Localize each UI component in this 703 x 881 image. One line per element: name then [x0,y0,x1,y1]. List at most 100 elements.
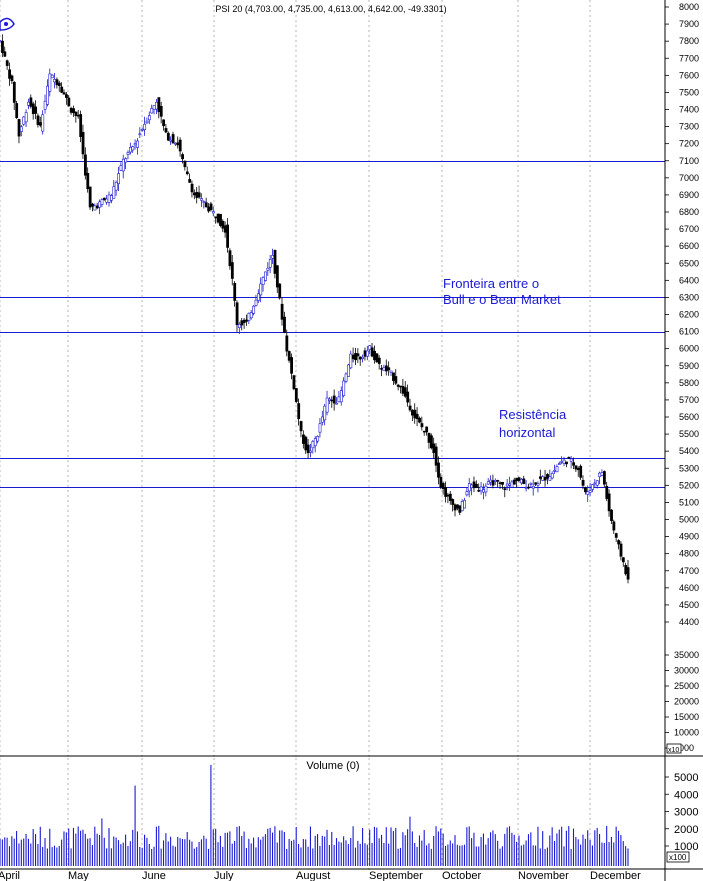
candle-body [133,143,137,146]
candle-body [593,482,597,485]
chart-title: PSI 20 (4,703.00, 4,735.00, 4,613.00, 4,… [215,4,446,14]
candle-body [453,504,457,511]
month-label: June [142,870,166,881]
candle-body [413,409,417,419]
candle-body [560,461,564,463]
candle-body [136,140,139,148]
candle-body [55,79,59,86]
price-tick-label: 7700 [679,53,699,63]
candle-body [510,481,514,488]
candle-body [425,426,429,433]
candle-body [188,179,192,183]
month-label: September [369,870,423,881]
candle-body [3,51,7,57]
candle-body [605,485,609,499]
candle-body [287,351,291,361]
candle-body [36,115,40,126]
candle-body [446,494,450,497]
volume-unit-box: x100 [666,851,690,863]
candle-body [240,320,244,326]
candle-body [193,192,196,196]
month-label: July [214,870,234,881]
candle-body [607,493,611,512]
candle-body [349,353,353,369]
candle-body [285,335,289,352]
candle-body [392,372,395,381]
annotation-bull-bear-line-1: Fronteira entre o [443,276,539,291]
candle-body [202,201,206,203]
sub-tick-label: 35000 [674,650,699,660]
price-tick-label: 6000 [679,344,699,354]
candle-body [612,521,616,531]
candle-body [178,139,182,152]
month-label: October [442,870,481,881]
candle-body [517,477,521,481]
candle-body [320,416,324,423]
candle-body [610,509,613,521]
candle-body [86,173,90,190]
candle-body [588,490,592,493]
candle-body [294,388,298,402]
candle-body [531,485,535,489]
candle-body [529,482,533,485]
candle-body [223,225,227,233]
candle-body [373,350,376,361]
candle-body [15,103,19,119]
candle-body [171,134,175,144]
candle-body [259,283,263,296]
candle-body [318,423,322,433]
candle-body [216,213,220,223]
candle-body [406,391,410,403]
candle-body [422,430,426,433]
price-tick-label: 7400 [679,105,699,115]
candle-body [5,60,9,66]
candle-body [546,474,549,479]
candle-body [204,202,208,208]
candle-body [524,487,528,489]
candle-body [465,491,469,496]
price-tick-label: 5800 [679,378,699,388]
candle-body [316,436,320,442]
candle-body [278,283,282,299]
candle-body [482,489,485,493]
candle-body [384,365,388,372]
price-tick-label: 7500 [679,87,699,97]
candle-body [283,316,286,333]
candle-body [176,142,180,146]
candle-body [60,86,64,93]
candle-body [434,446,438,466]
candle-body [617,540,621,545]
candle-body [311,441,315,449]
candle-body [396,384,400,387]
candle-body [185,171,189,175]
candle-body [95,205,99,209]
candle-body [46,85,49,105]
price-tick-label: 4900 [679,532,699,542]
candle-body [427,432,431,443]
candle-body [335,402,339,405]
candle-body [430,435,433,449]
candle-body [557,463,561,465]
candle-body [235,302,239,326]
candle-body [626,567,630,580]
price-tick-label: 7200 [679,139,699,149]
candle-body [624,565,628,575]
candle-body [363,350,367,357]
candle-body [432,443,436,454]
candle-body [562,459,566,464]
sub-tick-label: 25000 [674,681,699,691]
candle-body [131,146,135,151]
candle-body [138,133,142,136]
volume-tick-label: 1000 [674,841,698,853]
candle-body [344,373,348,382]
candle-body [595,480,599,486]
volume-tick-label: 4000 [674,789,698,801]
candle-body [8,69,11,79]
candle-body [27,101,30,106]
candle-body [567,456,571,459]
candle-body [20,126,23,132]
candle-body [368,345,372,350]
price-tick-label: 6600 [679,241,699,251]
candle-body [12,81,16,103]
